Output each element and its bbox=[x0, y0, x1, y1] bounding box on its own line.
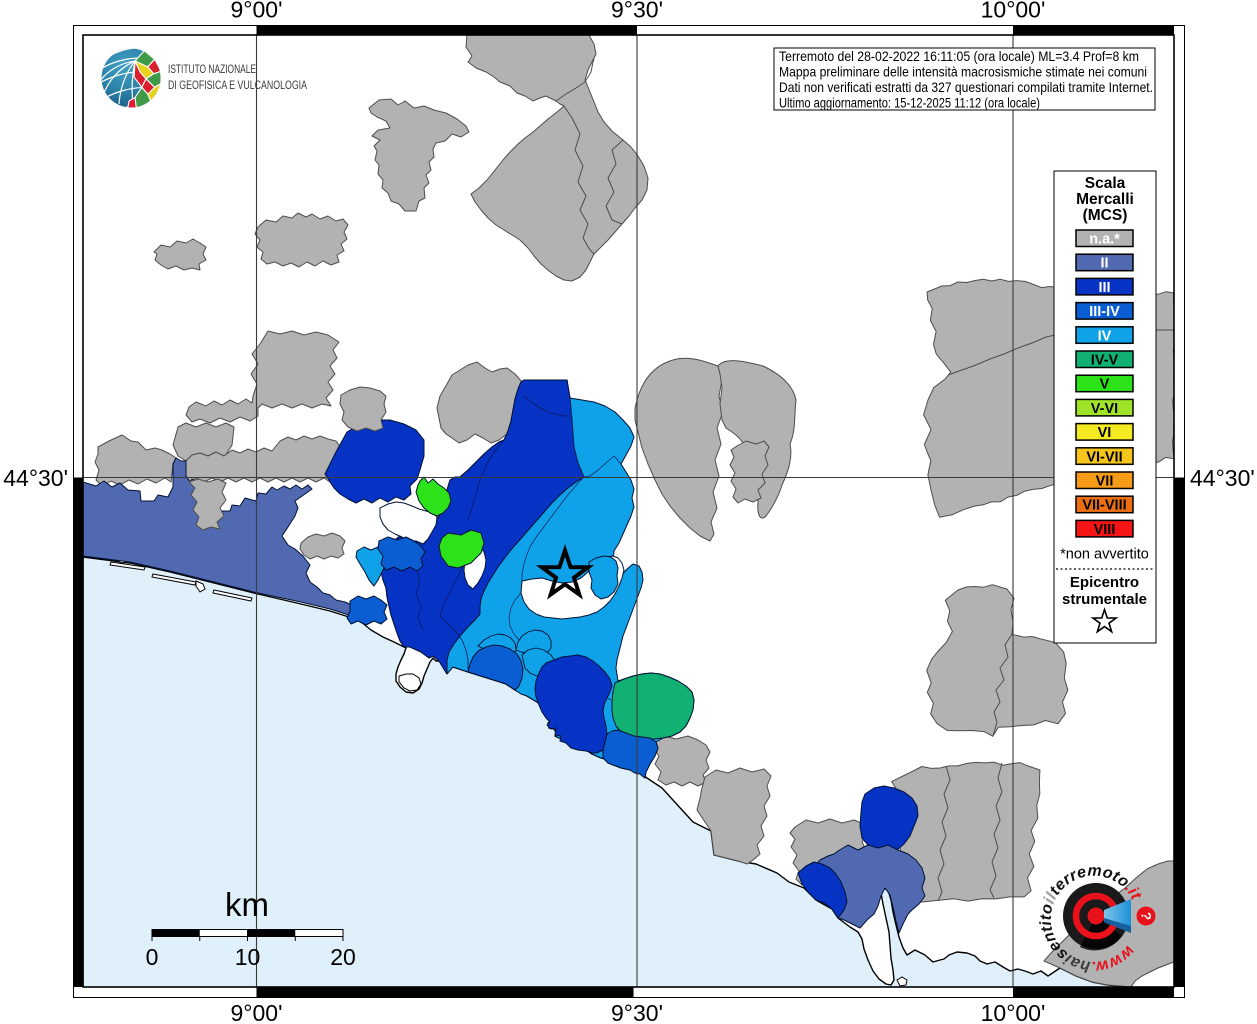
svg-text:0: 0 bbox=[146, 944, 159, 970]
svg-text:strumentale: strumentale bbox=[1062, 591, 1147, 608]
svg-text:10°00': 10°00' bbox=[981, 1000, 1046, 1024]
svg-text:(MCS): (MCS) bbox=[1083, 207, 1128, 224]
svg-text:44°30': 44°30' bbox=[1190, 465, 1255, 491]
svg-text:ISTITUTO NAZIONALE: ISTITUTO NAZIONALE bbox=[168, 64, 256, 76]
svg-text:10°00': 10°00' bbox=[981, 0, 1046, 23]
svg-text:VI-VII: VI-VII bbox=[1086, 449, 1122, 465]
svg-text:Mappa preliminare delle intens: Mappa preliminare delle intensità macros… bbox=[779, 64, 1147, 80]
svg-text:VI: VI bbox=[1098, 425, 1112, 441]
svg-text:n.a.*: n.a.* bbox=[1089, 232, 1120, 248]
svg-text:III: III bbox=[1098, 280, 1110, 296]
svg-text:Scala: Scala bbox=[1085, 175, 1126, 192]
svg-text:Ultimo aggiornamento: 15-12-20: Ultimo aggiornamento: 15-12-2025 11:12 (… bbox=[779, 95, 1040, 111]
svg-text:Dati non verificati estratti d: Dati non verificati estratti da 327 ques… bbox=[779, 79, 1153, 95]
svg-text:II: II bbox=[1100, 256, 1108, 272]
svg-text:III-IV: III-IV bbox=[1089, 304, 1120, 320]
svg-text:Terremoto del 28-02-2022 16:11: Terremoto del 28-02-2022 16:11:05 (ora l… bbox=[779, 48, 1139, 64]
svg-text:IV: IV bbox=[1098, 328, 1112, 344]
svg-text:9°30': 9°30' bbox=[611, 0, 663, 23]
svg-text:IV-V: IV-V bbox=[1091, 353, 1119, 369]
svg-text:km: km bbox=[225, 886, 269, 923]
svg-text:Mercalli: Mercalli bbox=[1076, 191, 1134, 208]
svg-text:Epicentro: Epicentro bbox=[1070, 574, 1139, 591]
svg-text:?: ? bbox=[1139, 912, 1154, 920]
svg-text:*non avvertito: *non avvertito bbox=[1060, 547, 1149, 563]
svg-text:44°30': 44°30' bbox=[3, 465, 68, 491]
svg-text:VII: VII bbox=[1096, 474, 1114, 490]
svg-text:VII-VIII: VII-VIII bbox=[1082, 498, 1126, 514]
svg-text:9°00': 9°00' bbox=[231, 1000, 283, 1024]
svg-text:V-VI: V-VI bbox=[1091, 401, 1118, 417]
svg-text:V: V bbox=[1100, 377, 1110, 393]
svg-text:VIII: VIII bbox=[1094, 522, 1116, 538]
svg-text:9°30': 9°30' bbox=[611, 1000, 663, 1024]
svg-text:10: 10 bbox=[235, 944, 261, 970]
svg-text:DI GEOFISICA E VULCANOLOGIA: DI GEOFISICA E VULCANOLOGIA bbox=[168, 80, 307, 92]
svg-text:9°00': 9°00' bbox=[231, 0, 283, 23]
svg-text:20: 20 bbox=[330, 944, 356, 970]
